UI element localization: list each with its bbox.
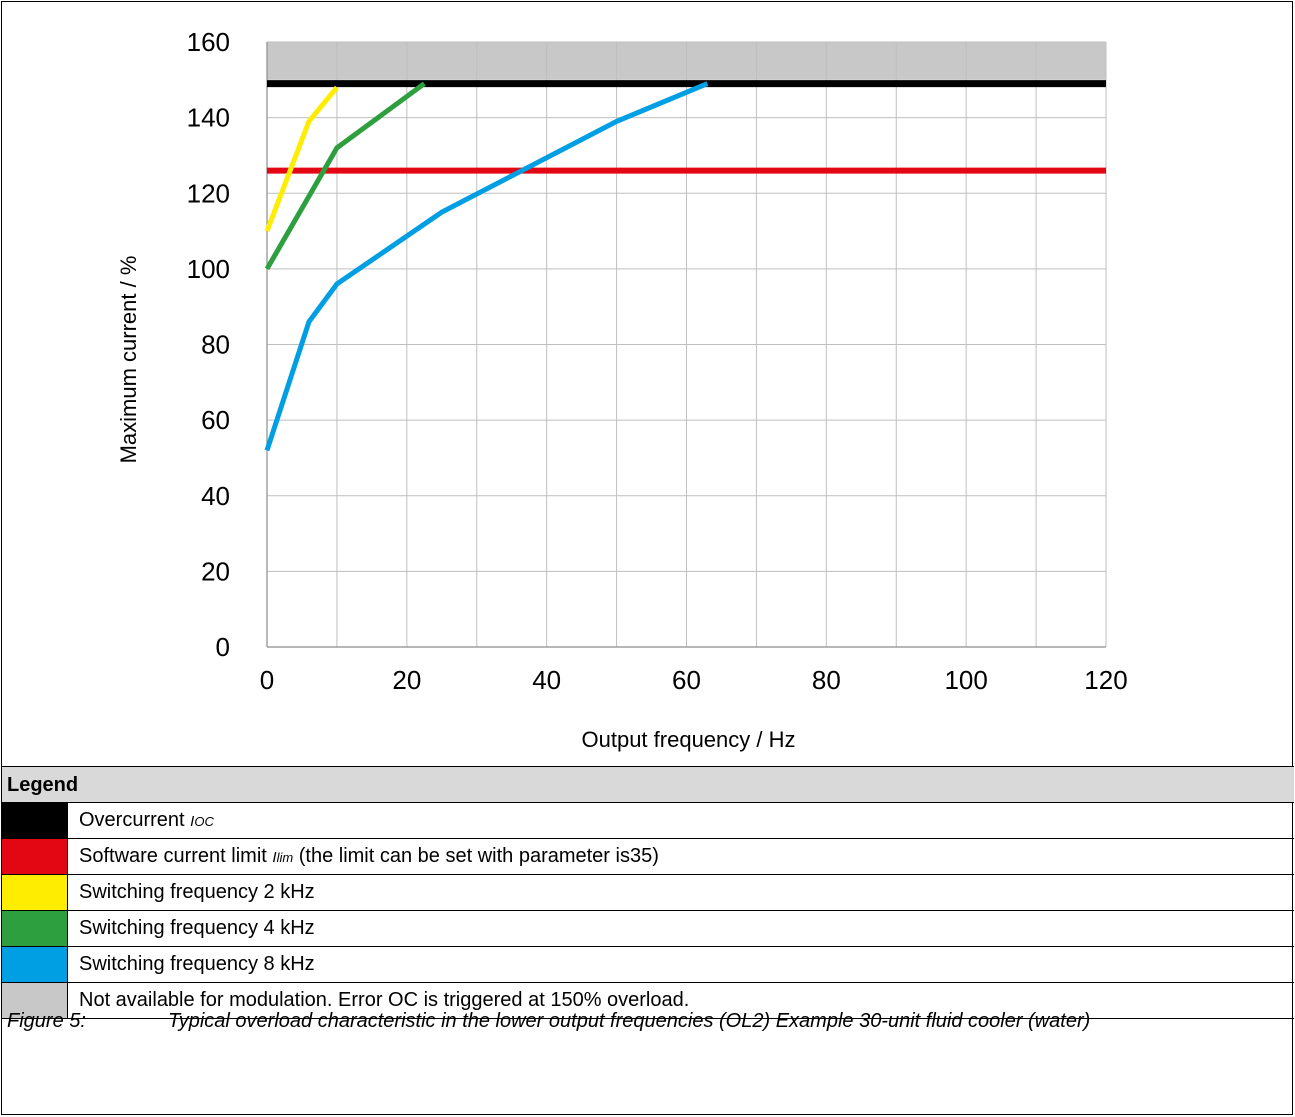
y-tick-label: 160	[187, 27, 230, 57]
legend-text: Switching frequency 4 kHz	[79, 917, 315, 939]
caption-text: Typical overload characteristic in the l…	[168, 1010, 1091, 1032]
legend-row: Switching frequency 2 kHz	[2, 875, 1294, 911]
y-tick-label: 20	[201, 556, 230, 586]
y-tick-label: 80	[201, 330, 230, 360]
overload-chart: 0 20 40 60 80 100 120 140 160 0 20 40 60 80 100 120 Outp…	[116, 27, 1128, 752]
legend-row: Overcurrent IOC	[2, 803, 1294, 839]
legend-text: Not available for modulation. Error OC i…	[79, 989, 690, 1011]
legend-label: Switching frequency 8 kHz	[68, 947, 315, 982]
series-line-sw2	[264, 85, 339, 232]
legend-text: Switching frequency 2 kHz	[79, 881, 315, 903]
x-axis-title: Output frequency / Hz	[582, 727, 796, 752]
legend-label: Switching frequency 4 kHz	[68, 911, 315, 946]
legend-swatch	[2, 875, 68, 910]
legend-text: Switching frequency 8 kHz	[79, 953, 315, 975]
legend-row: Not available for modulation. Error OC i…	[2, 983, 1294, 1019]
x-tick-label: 100	[944, 665, 987, 695]
legend-swatch	[2, 947, 68, 982]
legend-swatch	[2, 803, 68, 838]
legend-swatch	[2, 839, 68, 874]
legend-label: Software current limit Ilim (the limit c…	[68, 839, 659, 874]
chart-area: 0 20 40 60 80 100 120 140 160 0 20 40 60 80 100 120 Outp…	[2, 2, 1294, 767]
y-tick-label: 60	[201, 405, 230, 435]
legend-swatch	[2, 911, 68, 946]
legend-swatch	[2, 983, 68, 1018]
y-axis-title: Maximum current / %	[116, 256, 141, 464]
legend-row: Switching frequency 8 kHz	[2, 947, 1294, 983]
legend-label: Overcurrent IOC	[68, 803, 214, 838]
legend-row: Software current limit Ilim (the limit c…	[2, 839, 1294, 875]
y-tick-label: 120	[187, 178, 230, 208]
legend-text: Overcurrent	[79, 809, 191, 831]
x-tick-label: 40	[532, 665, 561, 695]
y-tick-label: 140	[187, 103, 230, 133]
x-tick-label: 60	[672, 665, 701, 695]
legend-symbol: IOC	[190, 813, 214, 830]
series-line-sw4	[264, 81, 426, 271]
legend-title: Legend	[2, 766, 1294, 803]
legend-text: Software current limit	[79, 845, 273, 867]
x-tick-label: 120	[1084, 665, 1127, 695]
legend-row: Switching frequency 4 kHz	[2, 911, 1294, 947]
x-tick-label: 0	[260, 665, 274, 695]
x-tick-label: 20	[392, 665, 421, 695]
legend-symbol: Ilim	[272, 849, 294, 866]
x-tick-label: 80	[812, 665, 841, 695]
series-line-sw8	[264, 81, 709, 452]
caption-number: Figure 5:	[7, 1010, 86, 1032]
legend-label: Not available for modulation. Error OC i…	[68, 983, 689, 1018]
legend-label: Switching frequency 2 kHz	[68, 875, 315, 910]
y-tick-label: 100	[187, 254, 230, 284]
y-tick-label: 40	[201, 481, 230, 511]
figure-caption: Figure 5: Typical overload characteristi…	[2, 1002, 1294, 1116]
legend-table: Legend Overcurrent IOC Software current l…	[2, 766, 1294, 1019]
legend-text-rest: (the limit can be set with parameter is3…	[293, 845, 659, 867]
y-tick-label: 0	[216, 632, 230, 662]
legend-rows: Overcurrent IOC Software current limit Il…	[2, 803, 1294, 1019]
